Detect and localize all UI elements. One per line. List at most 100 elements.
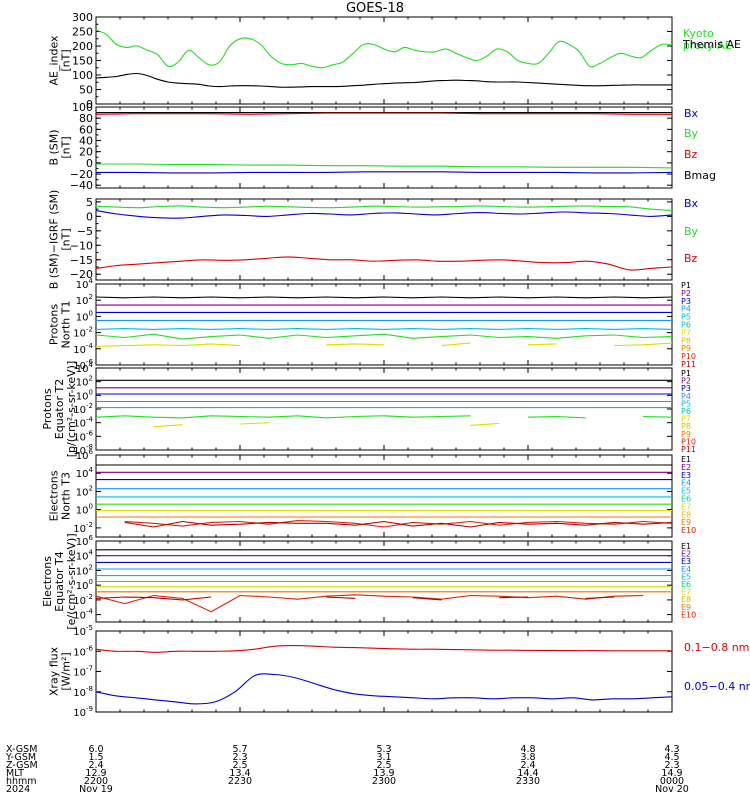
y-tick-label: 10-6 <box>73 429 93 443</box>
y-tick-label: 10-2 <box>73 593 93 607</box>
x-axis-tick-value: 2200 <box>84 776 108 787</box>
y-tick-label: 50 <box>79 84 93 97</box>
y-tick-label: 300 <box>72 11 93 24</box>
legend-label: P10 <box>681 437 696 446</box>
x-axis-tick-value: 2.4 <box>520 760 535 771</box>
y-tick-label: 100 <box>76 388 93 402</box>
legend-label: P2 <box>681 289 691 298</box>
series-line-e9 <box>95 594 644 613</box>
y-tick-label: 106 <box>76 534 94 548</box>
y-tick-label: 10-4 <box>73 416 93 430</box>
legend-label: By <box>684 127 699 140</box>
series-line-p1 <box>95 296 673 299</box>
legend-label: P7 <box>681 328 691 337</box>
x-axis-tick-value: 4.8 <box>520 744 535 755</box>
x-axis-row-label: MLT <box>6 768 24 779</box>
y-tick-label: 102 <box>76 484 93 498</box>
y-axis-label: ElectronsEquator T4[e/(cm²-s-sr-keV)] <box>41 533 78 629</box>
y-tick-label: 10-6 <box>73 358 93 372</box>
x-axis-tick-value: 14.9 <box>661 768 682 779</box>
y-tick-label: −15 <box>70 254 93 267</box>
y-tick-label: 150 <box>72 55 93 68</box>
legend-label: 0.05−0.4 nm <box>684 680 750 693</box>
legend-label: E1 <box>681 455 691 464</box>
y-axis-label: B (SM)−IGRF (SM)[nT] <box>48 190 73 290</box>
y-tick-label: 100 <box>76 578 93 592</box>
x-axis-tick-value: 3.1 <box>376 752 391 763</box>
x-axis-tick-value: 5.7 <box>232 744 247 755</box>
panel-frame <box>95 198 673 281</box>
series-line-e10 <box>124 520 673 528</box>
legend-label: P1 <box>681 369 691 378</box>
y-tick-label: 102 <box>76 293 93 307</box>
x-axis-tick-value: 13.4 <box>229 768 250 779</box>
y-tick-label: 104 <box>76 549 94 563</box>
x-axis-row-label: Y-GSM <box>5 752 36 763</box>
y-tick-label: 10-4 <box>73 342 93 356</box>
series-line-e10 <box>499 596 529 599</box>
y-tick-label: 20 <box>79 146 93 159</box>
y-tick-label: 10-9 <box>73 705 93 719</box>
x-axis-tick-value: 2.3 <box>664 760 679 771</box>
x-axis-tick-value: 2.4 <box>88 760 103 771</box>
series-line-bz <box>95 112 672 115</box>
y-axis-label: AE_index[nT] <box>48 35 73 86</box>
y-tick-label: −40 <box>70 179 93 192</box>
legend-label: P11 <box>681 360 696 369</box>
legend-label: E10 <box>681 526 696 535</box>
series-line-bx <box>96 171 673 174</box>
legend-label: P8 <box>681 422 691 431</box>
y-axis-label: B (SM)[nT] <box>48 129 73 165</box>
y-tick-label: 10-7 <box>73 665 93 679</box>
legend-label: E8 <box>681 595 691 604</box>
y-tick-label: 250 <box>72 26 93 39</box>
legend-label: E4 <box>681 479 691 488</box>
series-line-p6 <box>527 415 586 419</box>
legend-label: P2 <box>681 377 691 386</box>
y-tick-label: −5 <box>77 225 93 238</box>
legend-label: E10 <box>681 610 696 619</box>
x-axis-tick-value: 2.3 <box>232 752 247 763</box>
series-line-p7 <box>95 343 241 347</box>
x-axis-row-label: Z-GSM <box>6 760 38 771</box>
series-line-p7 <box>326 343 385 346</box>
legend-label: P1 <box>681 281 691 290</box>
legend-label: P6 <box>681 407 691 416</box>
legend-label: E5 <box>681 572 691 581</box>
series-line-e9 <box>124 520 673 528</box>
x-axis-tick-value: 5.3 <box>376 744 391 755</box>
x-axis-tick-value: 6.0 <box>88 744 103 755</box>
x-axis-tick-value: 14.4 <box>517 768 538 779</box>
legend-label: Bx <box>684 107 699 120</box>
series-line-0-1-0-8-nm <box>95 645 672 653</box>
x-axis-tick-value: 2.5 <box>232 760 247 771</box>
x-axis-row-label: hhmm <box>6 776 37 787</box>
y-tick-label: 80 <box>79 112 93 125</box>
y-tick-label: 200 <box>72 40 93 53</box>
series-line-bx <box>95 210 673 219</box>
x-axis-tick-value: 2300 <box>372 776 396 787</box>
series-line-e10 <box>412 597 442 601</box>
series-line-bz <box>95 256 673 271</box>
y-tick-label: 104 <box>76 361 94 375</box>
legend-label: E3 <box>681 471 691 480</box>
series-line-p6 <box>643 415 673 418</box>
legend-label: P3 <box>681 297 691 306</box>
x-axis-tick-value: 4.5 <box>664 752 679 763</box>
legend-label: E6 <box>681 495 691 504</box>
legend-label: E9 <box>681 518 691 527</box>
y-tick-label: 10-8 <box>73 685 93 699</box>
legend-label: E3 <box>681 557 691 566</box>
y-tick-label: 104 <box>76 466 94 480</box>
panel-frame <box>95 283 673 366</box>
series-line-by <box>95 205 673 212</box>
y-tick-label: −20 <box>70 268 93 281</box>
y-tick-label: 10-2 <box>73 402 93 416</box>
y-tick-label: 104 <box>76 277 94 291</box>
x-axis-tick-value: 0000 <box>660 776 684 787</box>
y-tick-label: 106 <box>76 448 94 462</box>
x-axis-row-label: X-GSM <box>6 744 37 755</box>
legend-label: P10 <box>681 352 696 361</box>
